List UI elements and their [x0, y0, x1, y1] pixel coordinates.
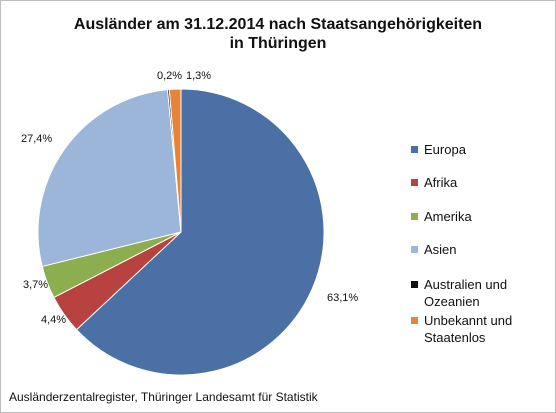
source-note: Ausländerzentalregister, Thüringer Lande…	[9, 390, 318, 404]
legend-swatch-unbekannt	[411, 317, 418, 324]
legend-label-amerika: Amerika	[424, 209, 472, 224]
legend-label-afrika: Afrika	[424, 175, 458, 190]
legend-swatch-afrika	[411, 179, 418, 186]
legend-swatch-asien	[411, 246, 418, 253]
legend-swatch-europa	[411, 146, 418, 153]
data-label-asien: 27,4%	[21, 133, 52, 145]
data-label-amerika: 3,7%	[23, 279, 48, 291]
pie-slice-unbekannt	[168, 88, 182, 233]
chart-title: Ausländer am 31.12.2014 nach Staatsangeh…	[1, 15, 555, 53]
legend-label-unbekannt: Unbekannt und Staatenlos	[424, 313, 513, 345]
chart-title-line-2: in Thüringen	[229, 35, 327, 52]
legend-swatch-amerika	[411, 213, 418, 220]
pie-slice-europa	[75, 88, 325, 376]
legend-label-europa: Europa	[424, 142, 466, 157]
data-label-europa: 63,1%	[327, 292, 358, 304]
data-label-australien: 0,2%	[157, 70, 182, 82]
data-label-unbekannt: 1,3%	[186, 70, 211, 82]
legend-label-asien: Asien	[424, 242, 457, 257]
pie-slice-asien	[37, 89, 182, 268]
chart-title-line-1: Ausländer am 31.12.2014 nach Staatsangeh…	[73, 16, 483, 33]
legend-swatch-australien	[411, 281, 418, 288]
legend-label-australien: Australien und Ozeanien	[424, 277, 508, 309]
data-label-afrika: 4,4%	[41, 314, 66, 326]
